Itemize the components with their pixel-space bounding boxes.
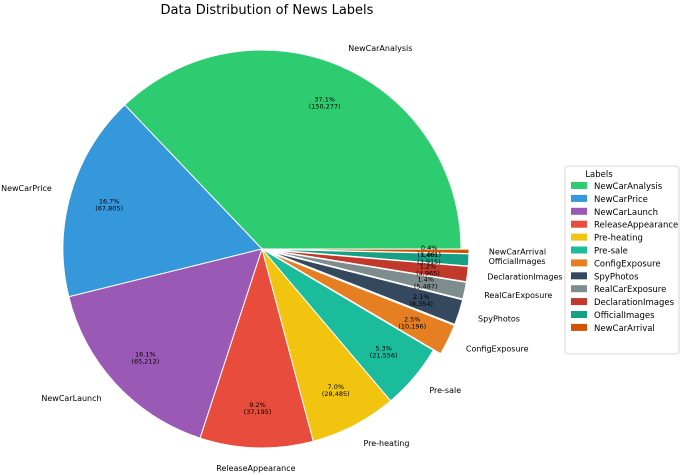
slice-count-configexposure: (10,196): [398, 322, 426, 330]
slice-configexposure: [268, 252, 455, 355]
legend-swatch-officialimages: [571, 311, 587, 318]
slice-percent-newcarlaunch: 16.1%: [135, 350, 156, 358]
slice-label-officialimages: OfficialImages: [489, 257, 546, 266]
slice-label-declarationimages: DeclarationImages: [487, 273, 562, 282]
legend-label-pre-sale: Pre-sale: [594, 247, 628, 257]
slice-count-pre-heating: (28,485): [322, 390, 350, 398]
legend-swatch-newcarprice: [571, 194, 587, 202]
slice-percent-declarationimages: 1.2%: [420, 262, 437, 270]
legend-swatch-spyphotos: [571, 272, 587, 280]
pie-labels: NewCarAnalysis 37.1%(150,277) NewCarPrice 1…: [1, 44, 562, 473]
slice-count-officialimages: (3,915): [417, 258, 441, 266]
slice-spyphotos: [269, 250, 464, 326]
slice-count-newcarlaunch: (65,212): [131, 357, 159, 365]
slice-count-releaseappearance: (37,195): [244, 408, 272, 416]
slice-percent-releaseappearance: 9.2%: [249, 401, 266, 409]
slice-releaseappearance: [199, 247, 314, 449]
slice-percent-officialimages: 1.0%: [421, 251, 438, 259]
slice-label-realcarexposure: RealCarExposure: [484, 291, 552, 300]
legend-swatch-newcararrival: [571, 323, 587, 331]
slice-count-realcarexposure: (5,487): [414, 283, 438, 291]
slice-newcararrival: [269, 248, 470, 255]
legend-swatch-newcaranalysis: [571, 182, 587, 189]
legend-label-newcarlaunch: NewCarLaunch: [594, 208, 658, 218]
legend-label-newcararrival: NewCarArrival: [594, 324, 655, 334]
slice-count-newcararrival: (1,461): [417, 251, 441, 259]
pie-slices: [62, 49, 470, 449]
legend-swatch-configexposure: [571, 259, 587, 267]
legend: Labels NewCarAnalysis NewCarPrice NewCarLa…: [564, 165, 680, 355]
slice-count-newcaranalysis: (150,277): [309, 103, 341, 111]
legend-label-releaseappearance: ReleaseAppearance: [594, 221, 678, 231]
slice-percent-pre-sale: 5.3%: [375, 345, 392, 353]
slice-count-spyphotos: (8,354): [409, 300, 433, 308]
slice-newcarlaunch: [68, 248, 263, 439]
legend-label-declarationimages: DeclarationImages: [594, 298, 675, 308]
slice-newcaranalysis: [124, 49, 462, 250]
legend-label-spyphotos: SpyPhotos: [594, 272, 639, 282]
legend-label-pre-heating: Pre-heating: [594, 234, 643, 244]
legend-swatch-releaseappearance: [571, 220, 587, 228]
slice-percent-pre-heating: 7.0%: [328, 383, 345, 391]
legend-title: Labels: [585, 170, 613, 180]
legend-swatch-realcarexposure: [571, 285, 587, 293]
slice-newcarprice: [62, 104, 263, 298]
slice-percent-spyphotos: 2.1%: [413, 293, 430, 301]
slice-count-newcarprice: (67,805): [95, 204, 123, 212]
slice-label-newcarlaunch: NewCarLaunch: [41, 394, 101, 403]
legend-label-realcarexposure: RealCarExposure: [594, 285, 666, 295]
legend-swatch-newcarlaunch: [571, 207, 587, 215]
slice-percent-configexposure: 2.5%: [404, 315, 421, 323]
slice-pre-sale: [261, 248, 435, 402]
legend-swatch-pre-heating: [571, 233, 587, 241]
slice-label-newcaranalysis: NewCarAnalysis: [348, 44, 412, 53]
legend-items: NewCarAnalysis NewCarPrice NewCarLaunch Rel…: [571, 182, 678, 334]
slice-label-newcararrival: NewCarArrival: [489, 248, 546, 257]
legend-label-newcarprice: NewCarPrice: [594, 195, 648, 205]
legend-box: [564, 165, 680, 355]
slice-count-declarationimages: (4,965): [416, 269, 440, 277]
legend-label-officialimages: OfficialImages: [594, 311, 655, 321]
slice-percent-newcararrival: 0.4%: [421, 244, 438, 252]
slice-realcarexposure: [269, 250, 467, 300]
legend-swatch-declarationimages: [571, 298, 587, 306]
slice-count-pre-sale: (21,556): [370, 352, 398, 360]
slice-label-pre-sale: Pre-sale: [429, 386, 461, 395]
slice-label-newcarprice: NewCarPrice: [1, 184, 52, 193]
chart-title: Data Distribution of News Labels: [161, 3, 374, 18]
slice-label-configexposure: ConfigExposure: [466, 345, 529, 354]
slice-percent-newcaranalysis: 37.1%: [314, 96, 335, 104]
slice-label-pre-heating: Pre-heating: [363, 439, 409, 448]
legend-label-newcaranalysis: NewCarAnalysis: [594, 182, 663, 192]
slice-label-releaseappearance: ReleaseAppearance: [216, 464, 295, 473]
legend-label-configexposure: ConfigExposure: [594, 259, 661, 269]
slice-declarationimages: [269, 249, 469, 283]
slice-label-spyphotos: SpyPhotos: [478, 314, 520, 323]
slice-percent-newcarprice: 16.7%: [99, 197, 120, 205]
slice-percent-realcarexposure: 1.4%: [418, 276, 435, 284]
legend-swatch-pre-sale: [571, 246, 587, 254]
